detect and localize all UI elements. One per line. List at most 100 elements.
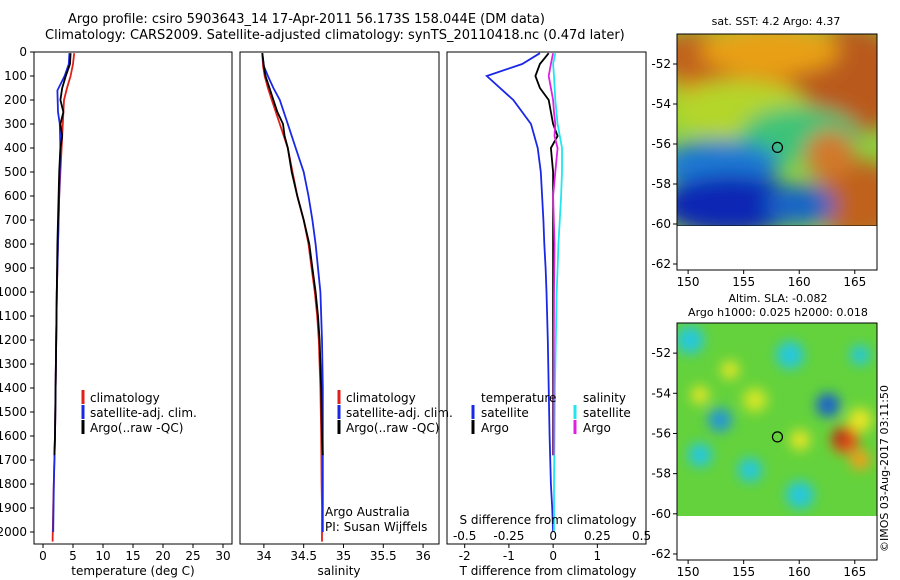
legend-label-satellite: satellite-adj. clim.: [90, 406, 197, 420]
depth-tick-label: 1700: [0, 453, 27, 467]
x-tick-label: 5: [69, 549, 77, 563]
depth-tick-label: 1400: [0, 381, 27, 395]
map-y-tick-label: -58: [651, 177, 671, 191]
argo-location-marker: [771, 431, 784, 443]
legend-label-temp-argo: Argo: [481, 421, 509, 435]
x-tick-label: 20: [155, 549, 170, 563]
map-y-tick-label: -52: [651, 57, 671, 71]
series-line-argo-raw-qc-: [53, 53, 72, 456]
series-line-argo-raw-qc-: [261, 53, 324, 456]
profile-x-ticks: 0 5 10 15 20 25 30 34 34.5 35 35.5 36 -2 -1 0 1 -0.5 -0.2…: [39, 529, 651, 563]
x-tick-label: 15: [125, 549, 140, 563]
map-x-tick-label: 160: [788, 275, 811, 289]
s-difference-x-label: S difference from climatology: [460, 513, 637, 527]
salinity-series: [261, 53, 324, 542]
argo-location-marker: [771, 141, 784, 153]
map-y-tick-label: -56: [651, 137, 671, 151]
map-y-tick-label: -52: [651, 346, 671, 360]
figure-title-line-1: Argo profile: csiro 5903643_14 17-Apr-20…: [68, 12, 545, 27]
x-tick-label: 35: [336, 549, 351, 563]
depth-tick-label: 0: [19, 45, 27, 59]
depth-tick-label: 400: [4, 141, 27, 155]
sla-heatmap: [677, 323, 877, 516]
sst-map-title: sat. SST: 4.2 Argo: 4.37: [712, 15, 841, 28]
difference-series: [485, 52, 563, 533]
depth-tick-label: 1100: [0, 309, 27, 323]
map-x-tick-label: 155: [732, 565, 755, 579]
map-y-tick-label: -62: [651, 547, 671, 561]
depth-tick-label: 1200: [0, 333, 27, 347]
map-y-tick-label: -54: [651, 97, 671, 111]
x-tick-label: 34.5: [290, 549, 317, 563]
x-tick-label: 35.5: [370, 549, 397, 563]
x-tick-label: 36: [415, 549, 430, 563]
series-line-argo: [547, 53, 559, 456]
x-tick-label: 0: [39, 549, 47, 563]
x-tick-label: -2: [459, 549, 471, 563]
sla-map-title-line-2: Argo h1000: 0.025 h2000: 0.018: [688, 306, 868, 319]
map-y-tick-label: -58: [651, 467, 671, 481]
depth-tick-label: 700: [4, 213, 27, 227]
depth-tick-label: 1000: [0, 285, 27, 299]
x-tick-label: 30: [215, 549, 230, 563]
x2-tick-label: 0: [549, 529, 557, 543]
series-line-satellite-adj-clim-: [261, 53, 324, 532]
legend-label-climatology: climatology: [90, 391, 160, 405]
legend-label-satellite: satellite-adj. clim.: [346, 406, 453, 420]
depth-tick-label: 2000: [0, 525, 27, 539]
map-y-tick-label: -54: [651, 386, 671, 400]
legend-label-argo: Argo(..raw -QC): [346, 421, 439, 435]
depth-tick-label: 1900: [0, 501, 27, 515]
map-y-tick-label: -62: [651, 257, 671, 271]
legend-title-temperature: temperature: [481, 391, 556, 405]
legend-label-climatology: climatology: [346, 391, 416, 405]
map-x-tick-label: 150: [677, 275, 700, 289]
temperature-legend: climatology satellite-adj. clim. Argo(..…: [81, 390, 197, 435]
temperature-panel-frame: [33, 51, 233, 545]
series-line-climatology: [261, 53, 323, 542]
depth-tick-label: 200: [4, 93, 27, 107]
depth-tick-label: 1600: [0, 429, 27, 443]
depth-axis: 0 100 200 300 400 500 600 700 800 900 1000 1100 1200…: [0, 45, 34, 539]
pi-note: PI: Susan Wijffels: [325, 520, 427, 534]
map-y-tick-label: -60: [651, 507, 671, 521]
depth-tick-label: 1500: [0, 405, 27, 419]
x-tick-label: 10: [95, 549, 110, 563]
legend-label-sal-argo: Argo: [583, 421, 611, 435]
difference-legend: temperature salinity satellite Argo sate…: [471, 391, 631, 435]
map-x-tick-label: 150: [677, 565, 700, 579]
depth-tick-label: 800: [4, 237, 27, 251]
map-y-tick-label: -56: [651, 426, 671, 440]
salinity-panel-frame: [239, 51, 440, 545]
map-x-tick-label: 155: [732, 275, 755, 289]
x-tick-label: 25: [185, 549, 200, 563]
sst-map-frame: [676, 33, 878, 271]
map-x-tick-label: 165: [843, 275, 866, 289]
sst-heatmap: [677, 34, 877, 226]
series-line-satellite: [485, 52, 554, 533]
salinity-legend: climatology satellite-adj. clim. Argo(..…: [337, 390, 453, 435]
difference-panel-frame: [446, 51, 647, 545]
legend-label-sal-satellite: satellite: [583, 406, 631, 420]
argo-australia-note: Argo Australia: [325, 505, 410, 519]
depth-tick-label: 300: [4, 117, 27, 131]
temperature-series: [51, 53, 76, 542]
map-x-tick-label: 165: [843, 565, 866, 579]
salinity-x-label: salinity: [317, 564, 360, 578]
sst-map-axes: 150 155 160 165 -52 -54 -56 -58 -60 -62: [651, 57, 866, 289]
temperature-x-label: temperature (deg C): [71, 564, 194, 578]
x-tick-label: 34: [256, 549, 271, 563]
legend-label-argo: Argo(..raw -QC): [90, 421, 183, 435]
map-x-tick-label: 160: [788, 565, 811, 579]
sla-map-axes: 150 155 160 165 -52 -54 -56 -58 -60 -62: [651, 346, 866, 579]
depth-tick-label: 100: [4, 69, 27, 83]
depth-tick-label: 500: [4, 165, 27, 179]
t-difference-x-label: T difference from climatology: [459, 564, 637, 578]
legend-label-temp-satellite: satellite: [481, 406, 529, 420]
depth-tick-label: 1300: [0, 357, 27, 371]
legend-title-salinity: salinity: [583, 391, 626, 405]
figure-title-line-2: Climatology: CARS2009. Satellite-adjuste…: [45, 28, 625, 43]
depth-tick-label: 1800: [0, 477, 27, 491]
depth-tick-label: 900: [4, 261, 27, 275]
